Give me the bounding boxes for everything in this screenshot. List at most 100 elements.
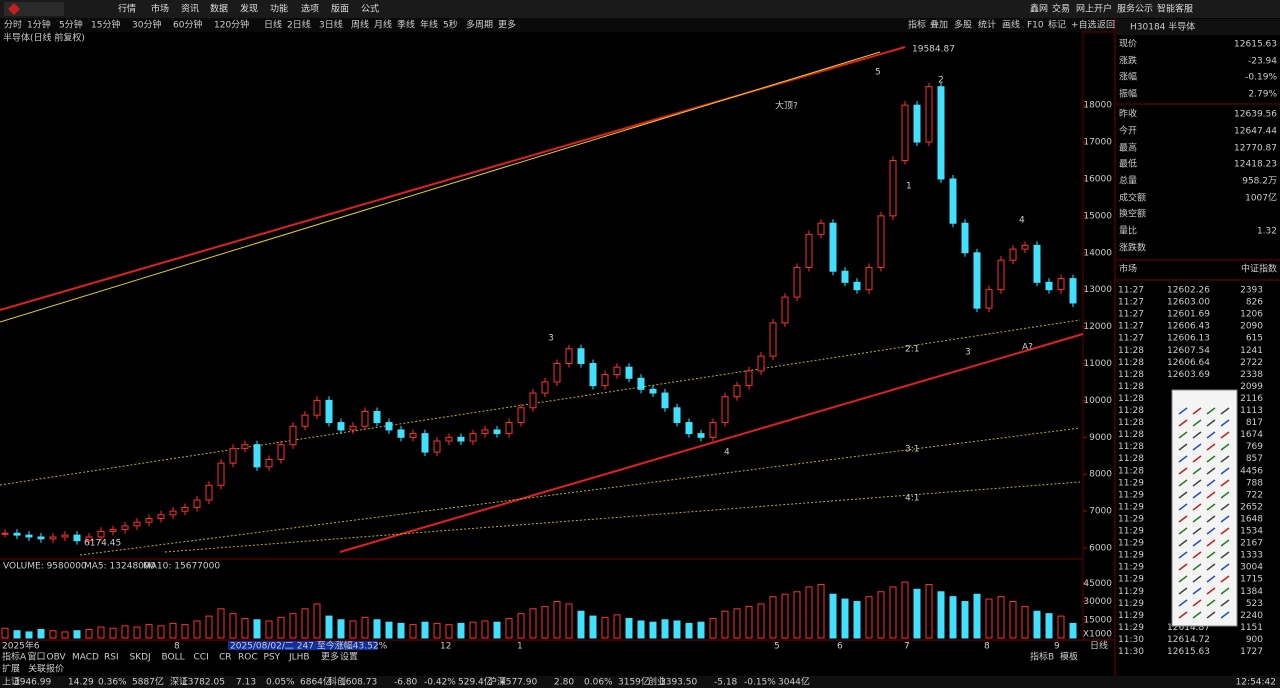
draw-tool-icon[interactable]	[1220, 539, 1230, 547]
draw-tool-icon[interactable]	[1192, 611, 1202, 619]
draw-tool-icon[interactable]	[1206, 587, 1216, 595]
draw-tool-icon[interactable]	[1220, 467, 1230, 475]
draw-tool-icon[interactable]	[1206, 491, 1216, 499]
draw-tool-icon[interactable]	[1220, 503, 1230, 511]
draw-tool-icon[interactable]	[1192, 443, 1202, 451]
draw-tool-icon[interactable]	[1192, 491, 1202, 499]
period-tab[interactable]: 1分钟	[27, 19, 51, 31]
top-link[interactable]: 网上开户	[1076, 3, 1112, 15]
draw-tool-icon[interactable]	[1220, 575, 1230, 583]
draw-tool-icon[interactable]	[1178, 551, 1188, 559]
draw-tool-icon[interactable]	[1206, 539, 1216, 547]
draw-tool-icon[interactable]	[1192, 515, 1202, 523]
draw-tool-icon[interactable]	[1178, 599, 1188, 607]
draw-tool-icon[interactable]	[1220, 551, 1230, 559]
menu-item[interactable]: 市场	[151, 3, 169, 15]
top-link[interactable]: 智能客服	[1157, 3, 1193, 15]
draw-tool-icon[interactable]	[1178, 443, 1188, 451]
draw-tool-icon[interactable]	[1220, 455, 1230, 463]
period-tab[interactable]: 更多	[498, 19, 516, 31]
indicator-tab[interactable]: RSI	[104, 653, 119, 663]
indicator-tab[interactable]: CCI	[194, 653, 209, 663]
draw-tool-icon[interactable]	[1220, 479, 1230, 487]
menu-item[interactable]: 资讯	[181, 4, 199, 15]
indicator-tab[interactable]: ROC	[238, 653, 258, 663]
draw-tool-icon[interactable]	[1192, 419, 1202, 427]
draw-tool-icon[interactable]	[1178, 611, 1188, 619]
draw-tool-icon[interactable]	[1206, 467, 1216, 475]
draw-tool-icon[interactable]	[1178, 491, 1188, 499]
draw-tool-icon[interactable]	[1178, 587, 1188, 595]
draw-tool-icon[interactable]	[1220, 491, 1230, 499]
draw-tool-icon[interactable]	[1220, 515, 1230, 523]
draw-tool-icon[interactable]	[1178, 515, 1188, 523]
tool-tab[interactable]: 多股	[954, 19, 972, 31]
menu-item[interactable]: 数据	[210, 3, 228, 15]
draw-tool-icon[interactable]	[1192, 479, 1202, 487]
tool-tab[interactable]: 返回	[1097, 19, 1115, 31]
indicator-tab[interactable]: 模板	[1060, 651, 1078, 663]
period-tab[interactable]: 年线	[420, 19, 438, 31]
period-tab[interactable]: 3日线	[319, 19, 343, 31]
draw-tool-icon[interactable]	[1206, 515, 1216, 523]
indicator-tab[interactable]: MACD	[72, 653, 99, 663]
menu-item[interactable]: 发现	[240, 3, 258, 15]
draw-tool-icon[interactable]	[1192, 551, 1202, 559]
draw-tool-icon[interactable]	[1178, 563, 1188, 571]
draw-tool-icon[interactable]	[1192, 599, 1202, 607]
draw-tool-icon[interactable]	[1192, 587, 1202, 595]
menu-item[interactable]: 行情	[118, 3, 136, 15]
tool-tab[interactable]: 叠加	[930, 20, 948, 31]
draw-tool-icon[interactable]	[1178, 539, 1188, 547]
draw-tool-icon[interactable]	[1192, 503, 1202, 511]
draw-tool-icon[interactable]	[1206, 419, 1216, 427]
top-link[interactable]: 服务公示	[1117, 3, 1153, 15]
draw-tool-icon[interactable]	[1178, 467, 1188, 475]
period-tab[interactable]: 15分钟	[91, 19, 120, 31]
ext-tab[interactable]: 关联报价	[28, 663, 64, 675]
draw-tool-icon[interactable]	[1220, 599, 1230, 607]
tool-tab[interactable]: 画线	[1002, 19, 1020, 31]
indicator-tab[interactable]: CR	[219, 653, 232, 663]
draw-tool-icon[interactable]	[1220, 587, 1230, 595]
tool-tab[interactable]: 标记	[1048, 19, 1066, 31]
draw-tool-icon[interactable]	[1220, 443, 1230, 451]
draw-tool-icon[interactable]	[1206, 455, 1216, 463]
draw-tool-icon[interactable]	[1192, 527, 1202, 535]
indicator-tab[interactable]: BOLL	[162, 653, 185, 663]
period-tab[interactable]: 多周期	[466, 19, 493, 31]
draw-tool-icon[interactable]	[1192, 455, 1202, 463]
menu-item[interactable]: 版面	[331, 3, 349, 15]
period-tab[interactable]: 120分钟	[214, 19, 249, 31]
draw-tool-icon[interactable]	[1206, 407, 1216, 415]
indicator-tab[interactable]: JLHB	[288, 653, 310, 663]
draw-tool-icon[interactable]	[1206, 551, 1216, 559]
draw-tool-icon[interactable]	[1192, 467, 1202, 475]
draw-tool-icon[interactable]	[1206, 479, 1216, 487]
period-tab[interactable]: 2日线	[287, 19, 311, 31]
menu-item[interactable]: 选项	[301, 3, 319, 15]
ext-tab[interactable]: 扩展	[2, 663, 20, 675]
draw-tool-icon[interactable]	[1206, 599, 1216, 607]
draw-tool-icon[interactable]	[1220, 563, 1230, 571]
period-tab[interactable]: 60分钟	[173, 19, 202, 31]
period-tab[interactable]: 5秒	[443, 19, 458, 31]
draw-tool-icon[interactable]	[1206, 563, 1216, 571]
draw-tool-icon[interactable]	[1220, 611, 1230, 619]
draw-tool-icon[interactable]	[1192, 431, 1202, 439]
period-tab[interactable]: 30分钟	[132, 19, 161, 31]
tool-tab[interactable]: 指标	[908, 19, 926, 31]
draw-tool-icon[interactable]	[1178, 575, 1188, 583]
indicator-tab[interactable]: SKDJ	[130, 653, 151, 663]
draw-tool-icon[interactable]	[1178, 431, 1188, 439]
tool-tab[interactable]: F10	[1027, 21, 1044, 31]
draw-tool-icon[interactable]	[1206, 575, 1216, 583]
draw-tool-icon[interactable]	[1206, 503, 1216, 511]
top-link[interactable]: 交易	[1052, 3, 1070, 15]
draw-tool-icon[interactable]	[1220, 431, 1230, 439]
draw-tool-icon[interactable]	[1220, 527, 1230, 535]
draw-tool-icon[interactable]	[1206, 443, 1216, 451]
draw-tool-icon[interactable]	[1178, 479, 1188, 487]
indicator-tab[interactable]: 指标B	[1030, 651, 1054, 663]
period-tab[interactable]: 月线	[374, 19, 392, 31]
